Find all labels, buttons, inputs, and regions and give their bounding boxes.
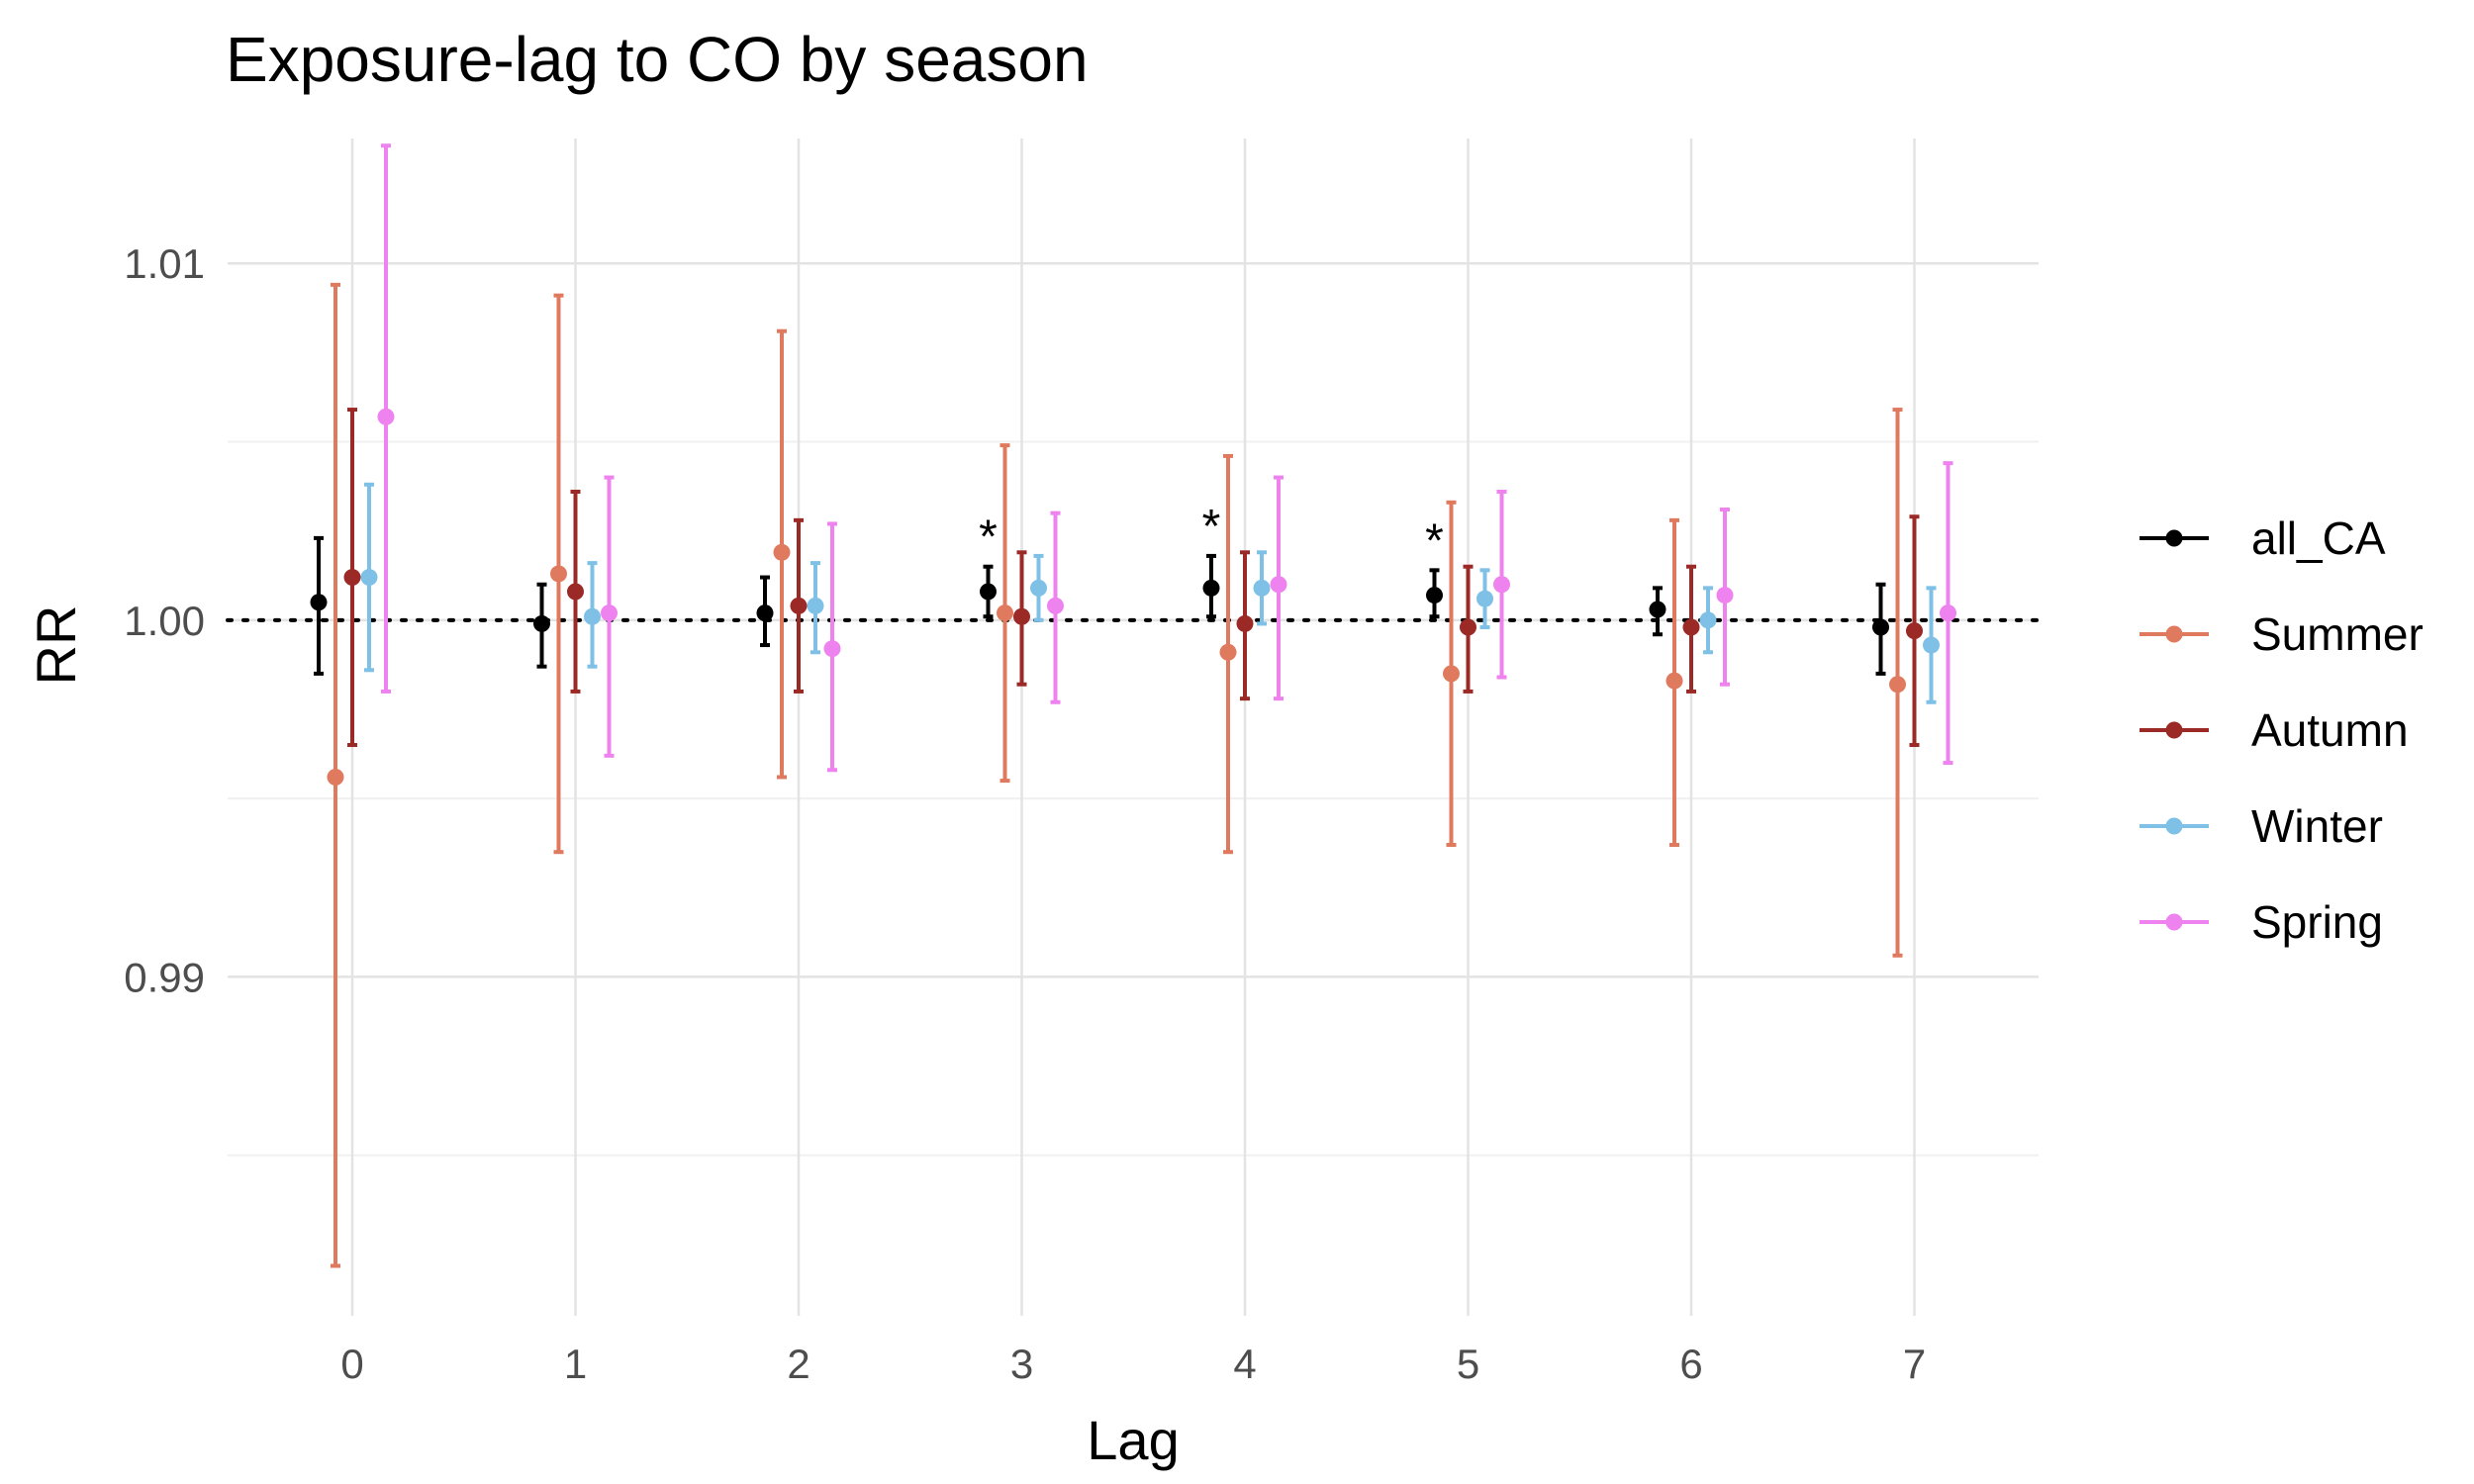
x-tick-label: 5	[1457, 1341, 1479, 1387]
data-point	[1889, 676, 1906, 694]
gridlines	[228, 139, 2039, 1316]
data-point	[1426, 587, 1443, 604]
data-point	[1202, 579, 1220, 597]
data-point	[1030, 579, 1047, 597]
series-Winter	[360, 482, 1940, 704]
x-tick-label: 2	[787, 1341, 809, 1387]
data-point	[997, 604, 1013, 622]
x-tick-label: 0	[340, 1341, 363, 1387]
legend-label: Spring	[2251, 896, 2383, 948]
data-point	[584, 607, 601, 625]
data-point	[807, 597, 824, 614]
significance-marker: *	[979, 511, 998, 564]
legend-item-Spring: Spring	[2140, 896, 2383, 948]
data-point	[773, 543, 791, 561]
data-point	[1443, 665, 1460, 683]
significance-marker: *	[1202, 501, 1221, 553]
x-tick-label: 3	[1010, 1341, 1033, 1387]
legend-item-Autumn: Autumn	[2140, 704, 2409, 756]
legend-label: Winter	[2251, 800, 2383, 852]
x-tick-label: 1	[564, 1341, 587, 1387]
legend-key-point	[2165, 913, 2183, 931]
data-point	[1682, 618, 1700, 636]
legend-key-point	[2165, 817, 2183, 835]
x-tick-label: 4	[1233, 1341, 1256, 1387]
data-point	[533, 614, 550, 632]
x-tick-label: 7	[1903, 1341, 1926, 1387]
series-Spring	[377, 143, 1956, 773]
legend-item-Winter: Winter	[2140, 800, 2383, 852]
series-Autumn	[343, 408, 1923, 748]
data-point	[1047, 597, 1064, 614]
data-point	[1253, 579, 1271, 597]
data-point	[1493, 576, 1510, 594]
data-point	[1699, 611, 1717, 629]
data-point	[1665, 672, 1683, 690]
data-point	[310, 594, 328, 611]
data-point	[1236, 614, 1254, 632]
x-tick-label: 6	[1679, 1341, 1702, 1387]
data-point	[1649, 601, 1666, 618]
data-point	[1716, 587, 1734, 604]
legend-key-point	[2165, 625, 2183, 643]
data-point	[567, 583, 584, 601]
data-point	[360, 569, 378, 587]
data-point	[343, 569, 361, 587]
data-point	[980, 583, 997, 601]
legend: all_CA Summer Autumn Winter Spring	[2140, 512, 2424, 948]
y-axis-ticks: 0.99 1.00 1.01	[124, 240, 205, 1000]
legend-label: all_CA	[2251, 512, 2386, 564]
significance-marker: *	[1425, 514, 1444, 567]
legend-item-all_CA: all_CA	[2140, 512, 2386, 564]
y-tick-label: 1.00	[124, 598, 205, 644]
data-point	[377, 408, 395, 425]
legend-label: Summer	[2251, 608, 2424, 660]
legend-key-point	[2165, 721, 2183, 739]
data-point	[601, 604, 618, 622]
data-point	[790, 597, 808, 614]
legend-item-Summer: Summer	[2140, 608, 2424, 660]
data-point	[327, 768, 344, 786]
data-point	[1270, 576, 1287, 594]
x-axis-title: Lag	[1087, 1409, 1179, 1471]
y-tick-label: 0.99	[124, 954, 205, 1000]
legend-label: Autumn	[2251, 704, 2409, 756]
data-point	[756, 604, 774, 622]
data-point	[1476, 590, 1493, 607]
data-point	[1219, 643, 1237, 661]
chart-title: Exposure-lag to CO by season	[226, 24, 1089, 95]
data-point	[1940, 604, 1956, 622]
data-point	[1923, 636, 1940, 654]
data-layer: * * *	[310, 143, 1956, 1268]
data-point	[550, 565, 567, 583]
series-Summer	[327, 282, 1906, 1268]
legend-key-point	[2165, 529, 2183, 547]
data-point	[1013, 607, 1030, 625]
y-axis-title: RR	[25, 605, 87, 686]
y-tick-label: 1.01	[124, 240, 205, 287]
data-point	[1872, 618, 1889, 636]
x-axis-ticks: 0 1 2 3 4 5 6 7	[340, 1341, 1926, 1387]
data-point	[1906, 622, 1923, 640]
data-point	[823, 640, 841, 658]
series-all_CA: * * *	[310, 501, 1889, 676]
data-point	[1460, 618, 1476, 636]
